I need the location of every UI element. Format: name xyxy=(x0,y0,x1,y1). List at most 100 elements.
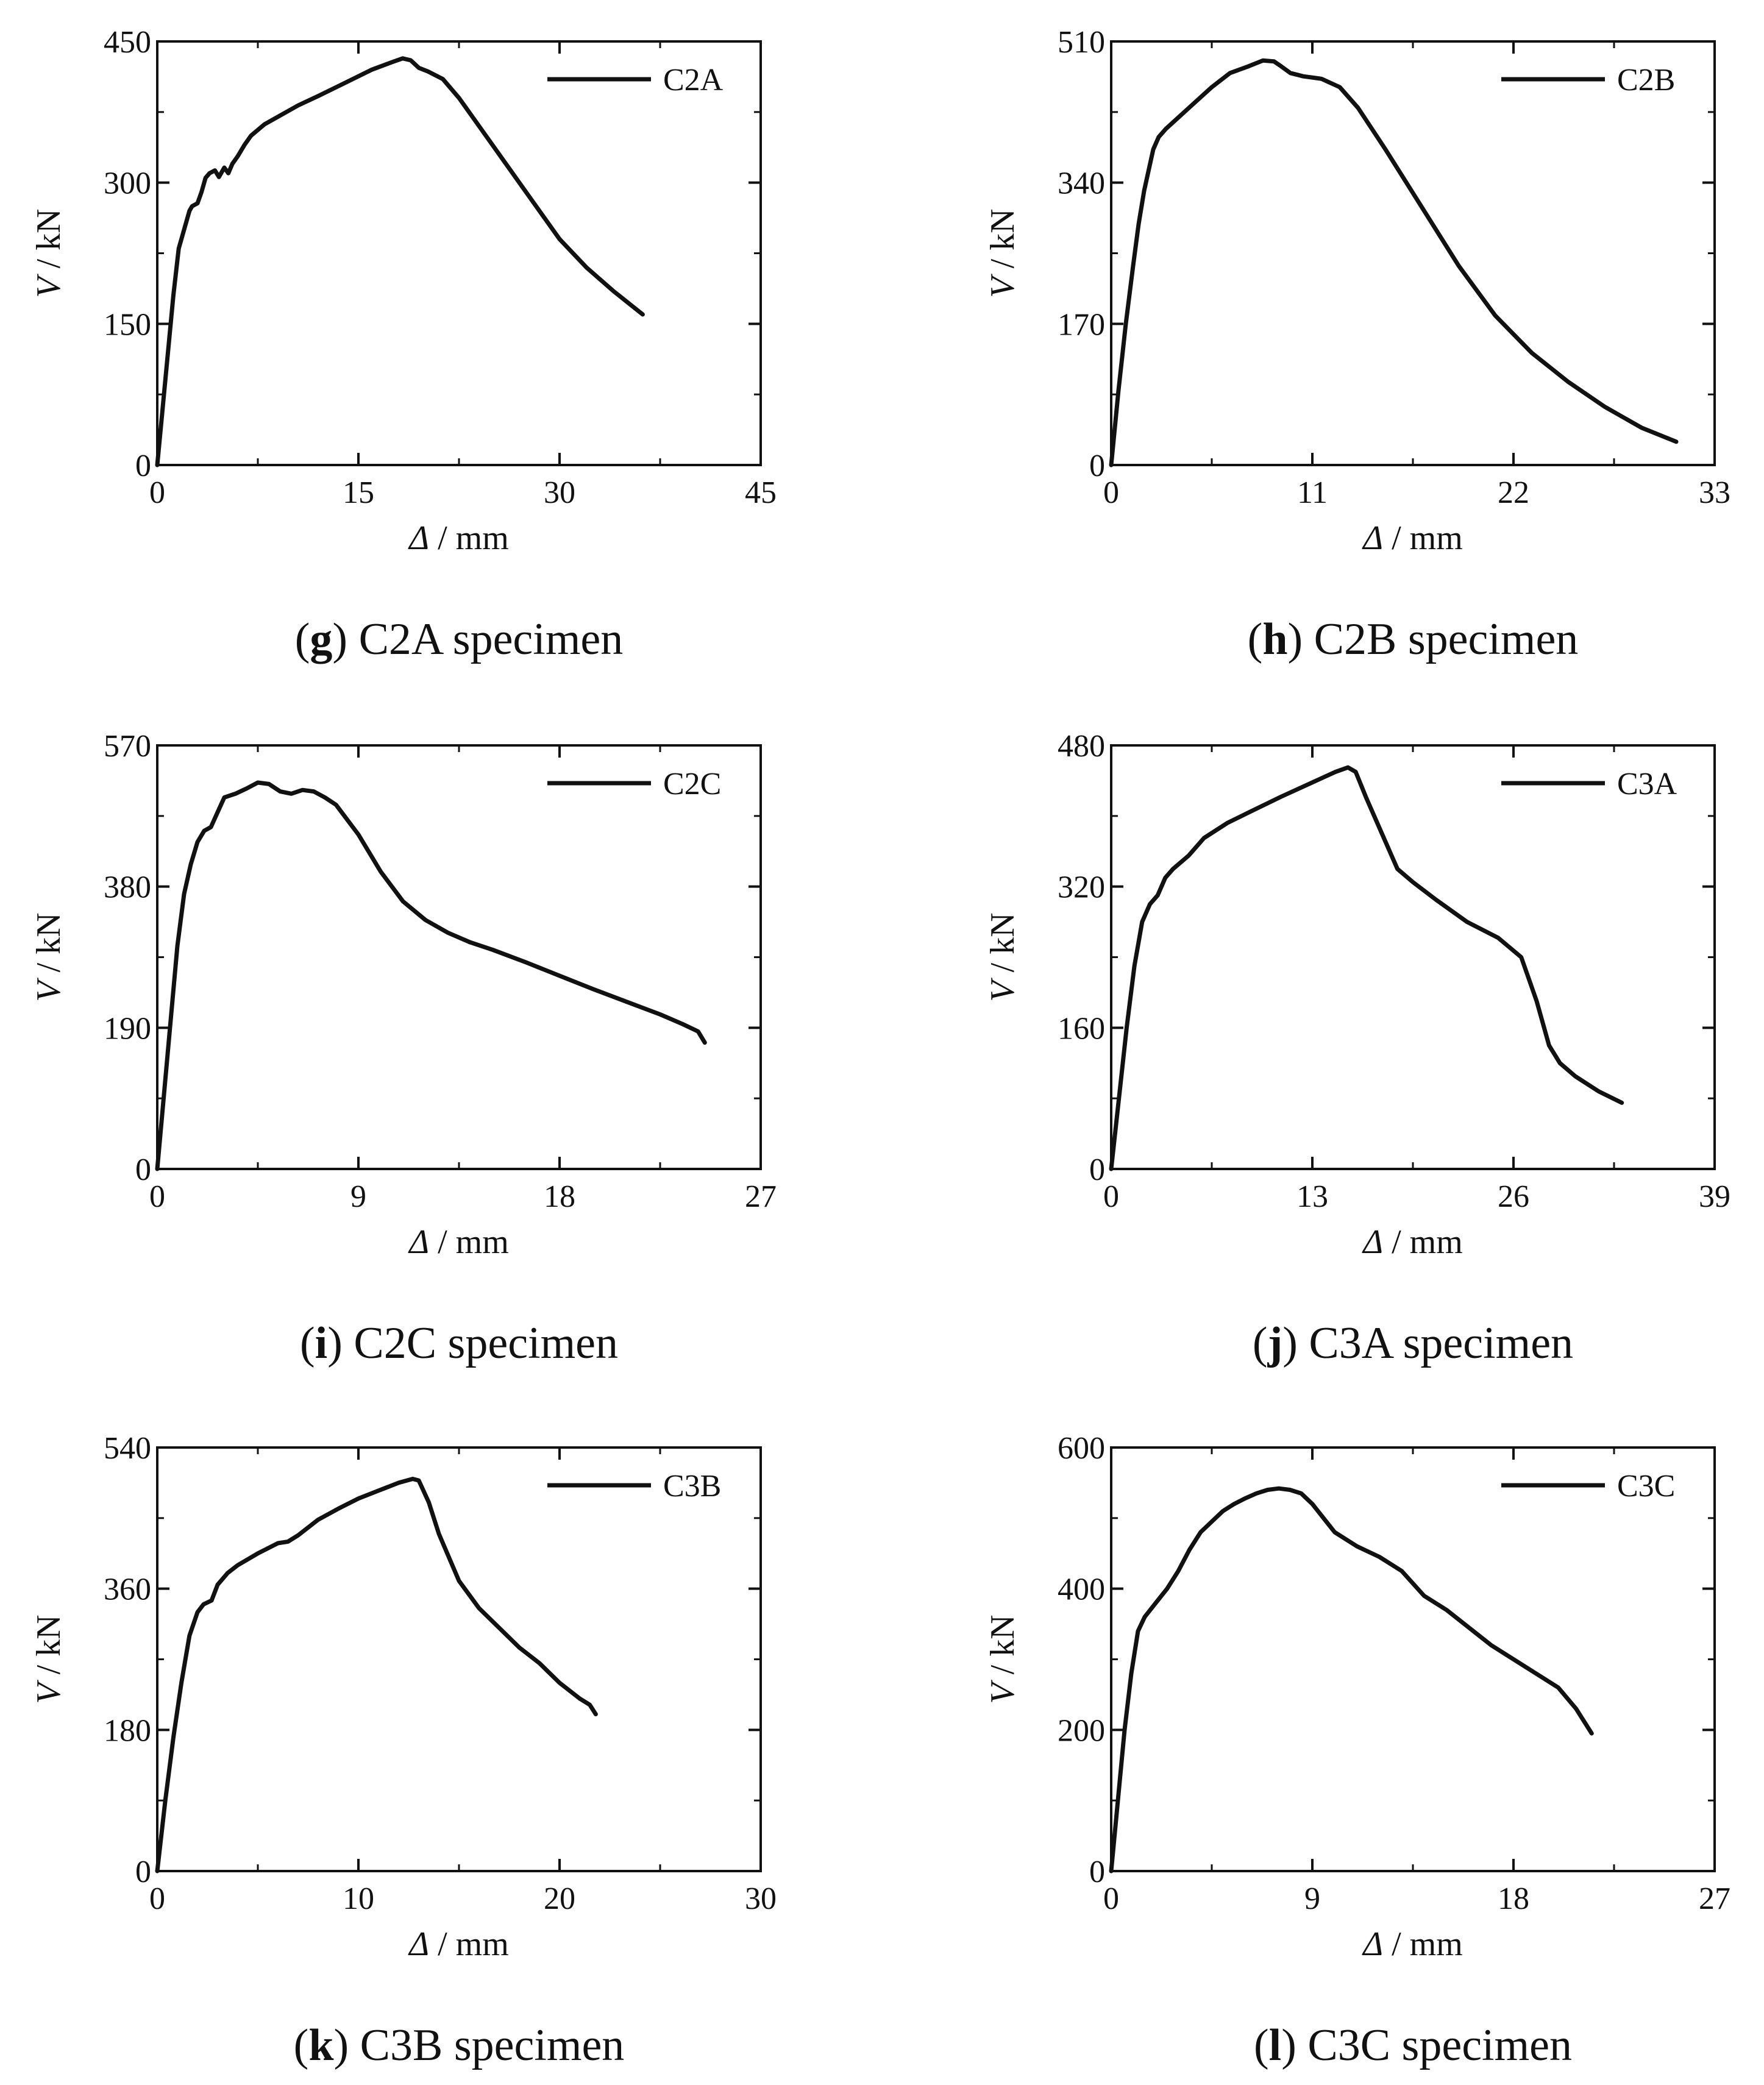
y-axis-title: V / kN xyxy=(984,1614,1022,1703)
panel-caption: (j) C3A specimen xyxy=(1253,1318,1573,1368)
y-tick-label: 450 xyxy=(104,25,151,60)
y-tick-label: 180 xyxy=(104,1713,151,1748)
y-axis-unit: / kN xyxy=(984,912,1022,981)
x-tick-label: 27 xyxy=(1699,1881,1730,1916)
plot-frame xyxy=(1110,1446,1716,1872)
y-axis-unit: / kN xyxy=(30,1614,68,1683)
y-axis-symbol: V xyxy=(30,978,68,1002)
x-axis-unit: / mm xyxy=(1383,519,1463,557)
panel-caption: (h) C2B specimen xyxy=(1248,614,1579,664)
x-axis-title: Δ / mm xyxy=(1362,1925,1463,1963)
y-tick-label: 400 xyxy=(1058,1572,1105,1607)
caption-paren-open: ( xyxy=(295,614,310,664)
x-axis-unit: / mm xyxy=(429,1223,509,1261)
x-tick-label: 15 xyxy=(343,475,374,510)
y-axis-title: V / kN xyxy=(30,912,68,1001)
x-axis-symbol: Δ xyxy=(408,519,429,557)
y-tick-label: 360 xyxy=(104,1572,151,1607)
caption-text: C2A specimen xyxy=(347,614,623,664)
chart-panel-l: 0 9 18 27 0 200 400 600 Δ / mm V / kN C3C (l) C3C s… xyxy=(984,1431,1730,2070)
y-tick-label: 380 xyxy=(104,870,151,905)
y-tick-label: 0 xyxy=(135,449,151,483)
y-tick-label: 150 xyxy=(104,307,151,342)
x-tick-label: 0 xyxy=(1103,1179,1119,1214)
y-axis-unit: / kN xyxy=(30,912,68,981)
x-tick-label: 30 xyxy=(544,475,575,510)
x-tick-label: 39 xyxy=(1699,1179,1730,1214)
legend-label: C3B xyxy=(663,1469,721,1504)
x-tick-label: 0 xyxy=(149,475,165,510)
y-axis-symbol: V xyxy=(30,1680,68,1704)
x-tick-label: 0 xyxy=(149,1881,165,1916)
x-tick-label: 0 xyxy=(149,1179,165,1214)
x-tick-label: 0 xyxy=(1103,475,1119,510)
y-axis-symbol: V xyxy=(984,1680,1022,1704)
legend-label: C3A xyxy=(1617,767,1677,801)
x-tick-label: 18 xyxy=(1498,1881,1529,1916)
legend-label: C2B xyxy=(1617,63,1675,98)
x-axis-title: Δ / mm xyxy=(1362,1223,1463,1261)
x-tick-label: 13 xyxy=(1296,1179,1328,1214)
y-axis-symbol: V xyxy=(984,274,1022,298)
legend-label: C2C xyxy=(663,767,721,801)
y-tick-label: 0 xyxy=(135,1153,151,1187)
series-line-C3C xyxy=(1109,1486,1594,1874)
caption-paren-open: ( xyxy=(1254,2020,1269,2070)
y-axis-symbol: V xyxy=(30,274,68,298)
x-tick-label: 26 xyxy=(1498,1179,1529,1214)
chart-panel-i: 0 9 18 27 0 190 380 570 Δ / mm V / kN C2C (i) C2C s… xyxy=(30,729,777,1368)
caption-letter: j xyxy=(1267,1318,1283,1368)
y-axis-title: V / kN xyxy=(30,208,68,297)
y-tick-label: 170 xyxy=(1058,307,1105,342)
y-tick-label: 600 xyxy=(1058,1431,1105,1466)
plot-frame xyxy=(156,40,762,466)
plot-frame xyxy=(1110,744,1716,1170)
x-axis-title: Δ / mm xyxy=(408,1925,509,1963)
caption-text: C2B specimen xyxy=(1303,614,1578,664)
caption-text: C2C specimen xyxy=(343,1318,618,1368)
caption-paren-open: ( xyxy=(1253,1318,1268,1368)
series-line-C2C xyxy=(155,780,707,1171)
panel-caption: (g) C2A specimen xyxy=(295,614,623,664)
x-axis-symbol: Δ xyxy=(408,1223,429,1261)
x-axis-symbol: Δ xyxy=(1362,519,1383,557)
y-tick-label: 510 xyxy=(1058,25,1105,60)
caption-paren-close: ) xyxy=(1282,1318,1298,1368)
y-tick-label: 300 xyxy=(104,166,151,201)
x-axis-unit: / mm xyxy=(429,1925,509,1963)
x-tick-label: 9 xyxy=(350,1179,366,1214)
chart-panel-h: 0 11 22 33 0 170 340 510 Δ / mm V / kN C2B (h) C2B … xyxy=(984,25,1730,664)
x-axis-title: Δ / mm xyxy=(1362,519,1463,557)
x-axis-symbol: Δ xyxy=(408,1925,429,1963)
x-axis-unit: / mm xyxy=(1383,1223,1463,1261)
caption-paren-close: ) xyxy=(327,1318,343,1368)
y-tick-label: 340 xyxy=(1058,166,1105,201)
caption-text: C3B specimen xyxy=(349,2020,624,2070)
plot-frame xyxy=(156,1446,762,1872)
y-axis-symbol: V xyxy=(984,978,1022,1002)
y-tick-label: 0 xyxy=(1089,1855,1105,1889)
y-axis-title: V / kN xyxy=(984,208,1022,297)
series-line-C3B xyxy=(155,1477,598,1874)
plot-frame xyxy=(1110,40,1716,466)
y-tick-label: 570 xyxy=(104,729,151,764)
x-tick-label: 10 xyxy=(343,1881,374,1916)
x-tick-label: 20 xyxy=(544,1881,575,1916)
x-axis-symbol: Δ xyxy=(1362,1925,1383,1963)
y-axis-title: V / kN xyxy=(984,912,1022,1001)
x-axis-title: Δ / mm xyxy=(408,519,509,557)
y-tick-label: 320 xyxy=(1058,870,1105,905)
y-tick-label: 0 xyxy=(135,1855,151,1889)
caption-letter: i xyxy=(315,1318,328,1368)
caption-paren-close: ) xyxy=(1281,2020,1296,2070)
panel-caption: (i) C2C specimen xyxy=(300,1318,618,1368)
y-tick-label: 0 xyxy=(1089,449,1105,483)
x-tick-label: 22 xyxy=(1498,475,1529,510)
x-tick-label: 33 xyxy=(1699,475,1730,510)
y-tick-label: 190 xyxy=(104,1011,151,1046)
y-axis-unit: / kN xyxy=(984,208,1022,277)
caption-letter: l xyxy=(1269,2020,1282,2070)
x-tick-label: 30 xyxy=(745,1881,777,1916)
x-tick-label: 9 xyxy=(1304,1881,1320,1916)
